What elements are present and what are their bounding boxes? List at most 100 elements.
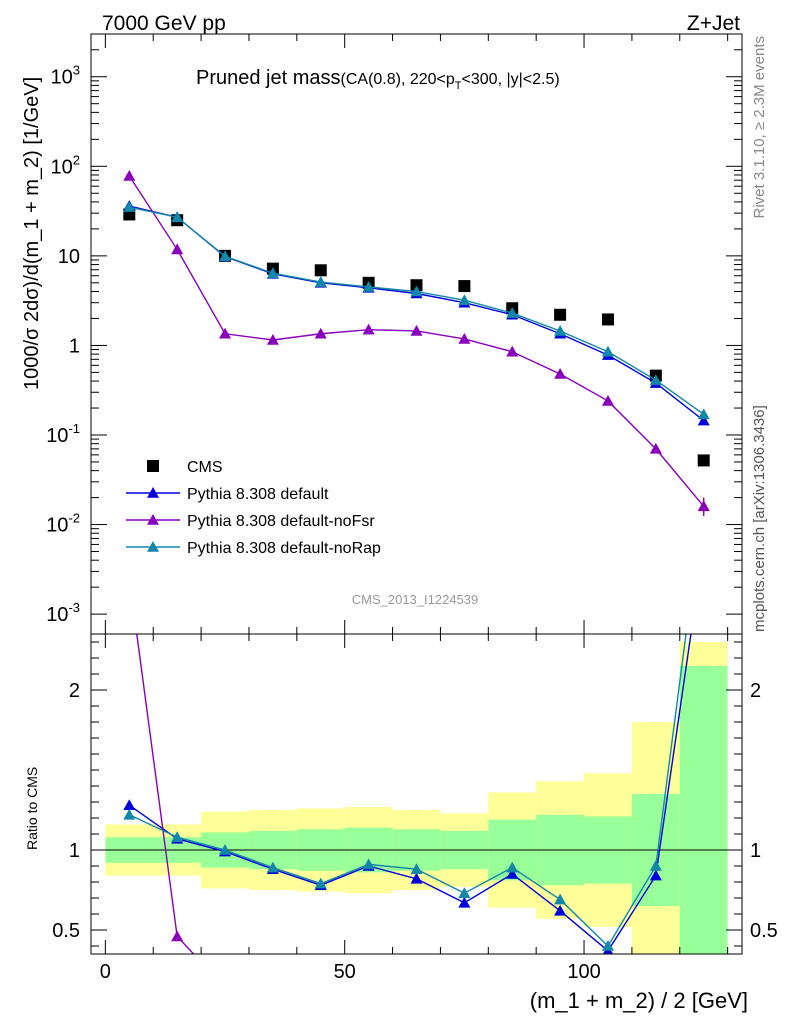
data-point [649,442,662,454]
main-plot-marks [123,169,710,516]
legend-item: CMS [147,459,223,476]
series-pythia-8-308-default-norap [123,201,710,420]
main-y-axis-title: 1000/σ 2dσ)/d(m_1 + m_2) [1/GeV] [21,77,43,390]
ratio-point [554,893,567,905]
ratio-y-tick-label: 1 [69,840,80,862]
chart-title-main: Pruned jet mass [196,67,341,89]
data-point [458,294,471,305]
x-tick-label: 0 [100,961,111,983]
data-point [410,279,423,292]
ratio-y-tick-label: 2 [69,680,80,702]
data-point [601,394,614,406]
legend-label: CMS [187,459,223,476]
data-point [410,324,423,336]
data-point [266,333,279,345]
x-tick-label: 50 [334,961,356,983]
ratio-point [410,872,423,884]
data-point [458,332,471,344]
ratio-point [314,877,327,889]
data-point [410,285,423,297]
x-axis-title: (m_1 + m_2) / 2 [GeV] [530,988,748,1013]
series-pythia-8-308-default [123,200,710,426]
ratio-point [601,940,614,951]
ratio-point [123,799,136,810]
data-point [506,345,519,357]
data-point [601,345,614,357]
y-tick-label: 10 [58,246,80,268]
series-line [129,205,705,422]
y-tick-label: 10-3 [46,600,80,626]
ratio-uncertainty-bands [91,642,742,954]
ratio-plot-frame [90,633,743,955]
x-tick-label: 100 [567,961,600,983]
data-point [314,264,327,277]
ratio-point [123,808,136,820]
legend-label: Pythia 8.308 default [187,486,329,503]
ratio-y-axis-title: Ratio to CMS [24,767,40,850]
data-point [123,201,136,212]
data-point [506,307,519,318]
data-point [219,250,232,262]
ratio-point [506,868,519,879]
ratio-point [171,831,184,842]
chart-title-sub: (CA(0.8), 220<pT<300, |y|<2.5) [341,71,560,92]
main-axis-ticks [91,33,742,634]
source-label: mcplots.cern.ch [arXiv:1306.3436] [751,405,768,632]
ratio-y-tick-label-right: 2 [750,680,761,702]
ratio-point [649,860,662,871]
series-line [129,206,705,415]
ratio-point [219,844,232,855]
ratio-y-tick-label-right: 0.5 [750,920,778,942]
data-point [554,367,567,379]
data-point [362,280,375,292]
y-tick-label: 1 [69,335,80,357]
legend-marker [147,514,159,525]
legend-marker [147,541,159,552]
legend-marker [147,460,159,472]
legend-marker [147,487,159,498]
process-label: Z+Jet [687,12,740,35]
ratio-plot-marks [123,634,692,954]
series-line [128,175,705,507]
analysis-watermark: CMS_2013_I1224539 [352,592,479,607]
ratio-y-tick-label-right: 1 [750,840,761,862]
ratio-point [362,858,375,870]
y-tick-label: 103 [51,63,80,89]
data-point [314,327,327,339]
legend-label: Pythia 8.308 default-noFsr [187,513,375,530]
data-point [458,280,471,293]
legend-item: Pythia 8.308 default-noFsr [126,513,375,530]
ratio-point [171,930,184,942]
main-y-tick-labels: 103 102 10 10-1 10-2 10-3 1 [46,63,80,626]
data-point [171,243,184,255]
data-point [219,327,232,339]
legend: CMS Pythia 8.308 default Pythia 8.308 defa… [126,459,381,557]
data-point [649,374,662,385]
data-point [554,308,567,321]
data-point [123,169,136,181]
legend-label: Pythia 8.308 default-noRap [187,540,381,557]
data-point [171,211,184,223]
series-pythia-8-308-default-nofsr [123,169,710,512]
ratio-point [458,896,471,908]
ratio-point [458,887,471,898]
legend-item: Pythia 8.308 default [126,486,329,503]
ratio-point [410,863,423,874]
ratio-point [554,904,567,916]
data-point [554,324,567,336]
ratio-point [506,861,519,873]
chart-title: Pruned jet mass(CA(0.8), 220<pT<300, |y|… [196,67,560,92]
ratio-y-tick-label: 0.5 [52,920,80,942]
series-cms [123,208,710,467]
data-point [697,454,710,467]
energy-label: 7000 GeV pp [102,12,226,35]
y-tick-label: 10-1 [46,421,80,447]
y-tick-label: 10-2 [46,511,80,537]
legend-item: Pythia 8.308 default-noRap [126,540,381,557]
rivet-label: Rivet 3.1.10, ≥ 2.3M events [751,36,768,219]
ratio-axis-ticks: 0.5 0.5 1 1 2 2 0 50 100 [52,634,778,983]
y-tick-label: 102 [51,152,80,178]
ratio-point [266,861,279,873]
data-point [266,267,279,279]
